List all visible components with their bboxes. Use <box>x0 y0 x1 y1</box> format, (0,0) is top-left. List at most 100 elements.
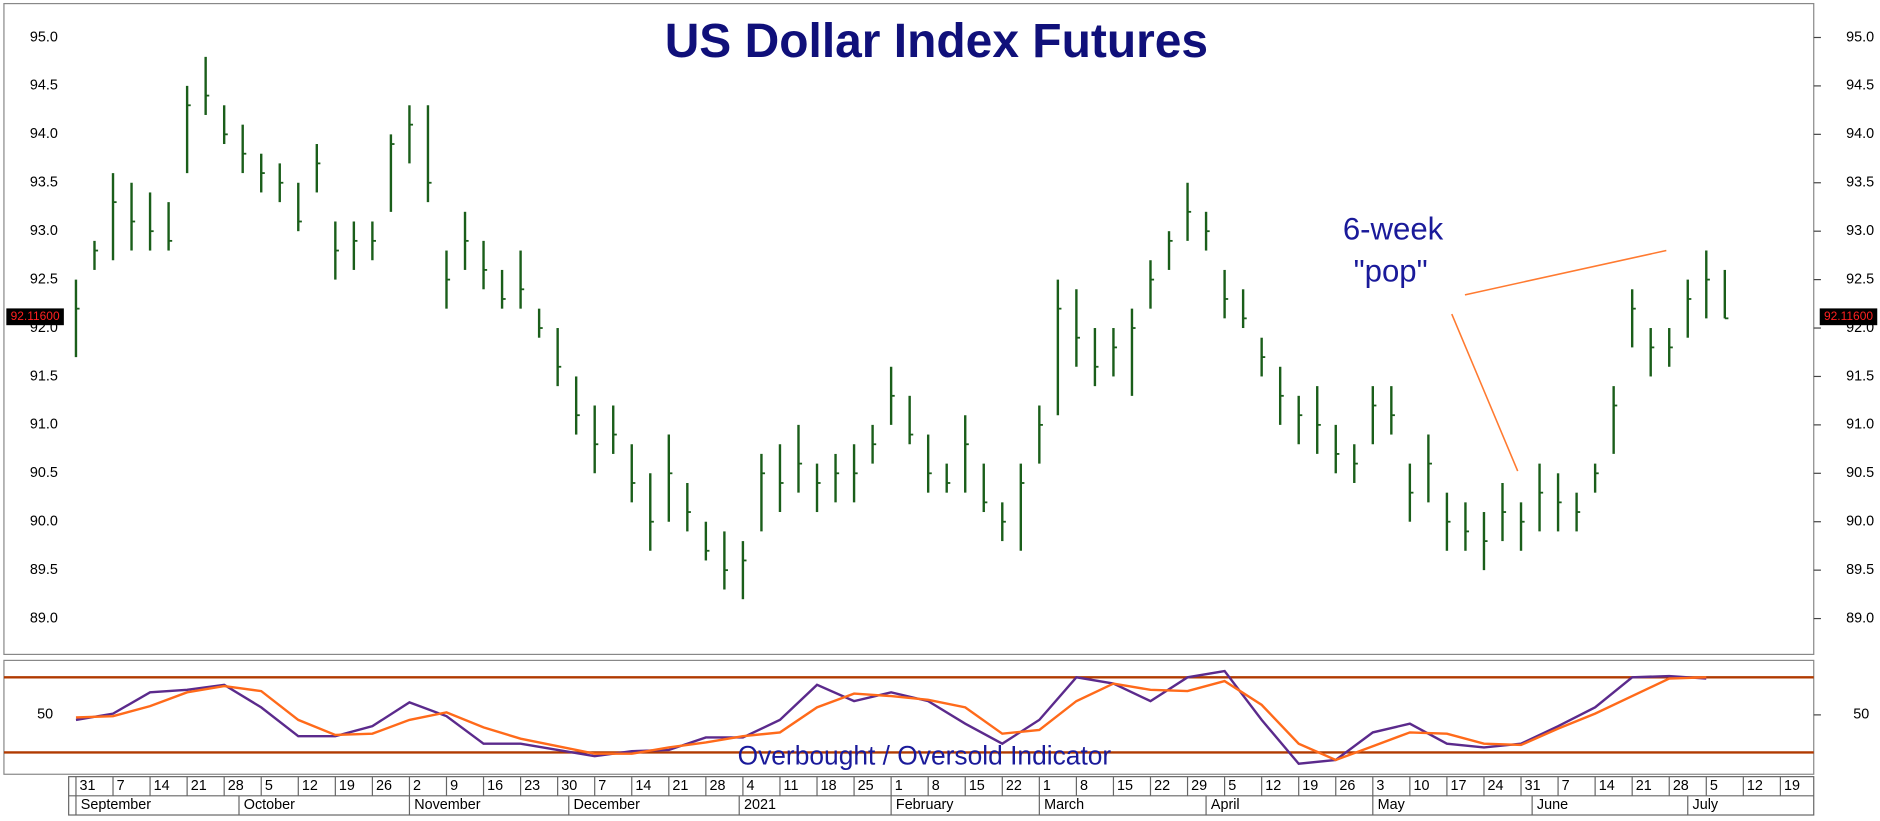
y-tick-label: 89.0 <box>1846 610 1874 626</box>
y-tick-label: 92.5 <box>1846 271 1874 287</box>
x-tick-label: 9 <box>450 778 458 794</box>
x-tick-label: 7 <box>117 778 125 794</box>
x-tick-label: 5 <box>1228 778 1236 794</box>
x-tick-label: 18 <box>821 778 837 794</box>
month-label: December <box>574 797 641 813</box>
x-tick-label: 26 <box>376 778 392 794</box>
x-tick-label: 7 <box>1562 778 1570 794</box>
month-label: May <box>1378 797 1406 813</box>
x-tick-label: 19 <box>339 778 355 794</box>
indicator-line <box>75 676 1707 762</box>
x-tick-label: 16 <box>487 778 503 794</box>
month-label: March <box>1044 797 1084 813</box>
month-label: February <box>896 797 954 813</box>
x-tick-label: 12 <box>1747 778 1763 794</box>
x-tick-label: 8 <box>932 778 940 794</box>
y-tick-label: 50 <box>1853 707 1869 723</box>
x-tick-label: 12 <box>302 778 318 794</box>
x-tick-label: 17 <box>1451 778 1467 794</box>
y-tick-label: 89.0 <box>30 610 58 626</box>
x-tick-label: 8 <box>1080 778 1088 794</box>
x-tick-label: 28 <box>709 778 725 794</box>
y-tick-label: 92.5 <box>30 271 58 287</box>
y-tick-label: 90.0 <box>30 514 58 530</box>
x-tick-label: 5 <box>1710 778 1718 794</box>
last-price-box <box>1819 308 1878 326</box>
x-tick-label: 2 <box>413 778 421 794</box>
indicator-line <box>75 669 1707 765</box>
y-tick-label: 94.5 <box>30 78 58 94</box>
y-tick-label: 89.5 <box>1846 562 1874 578</box>
x-tick-label: 29 <box>1191 778 1207 794</box>
month-label: July <box>1693 797 1719 813</box>
y-tick-label: 91.0 <box>1846 417 1874 433</box>
x-tick-label: 4 <box>747 778 755 794</box>
y-tick-label: 93.5 <box>1846 175 1874 191</box>
x-tick-label: 23 <box>524 778 540 794</box>
x-tick-label: 28 <box>1673 778 1689 794</box>
x-tick-label: 19 <box>1784 778 1800 794</box>
x-tick-label: 12 <box>1265 778 1281 794</box>
x-tick-label: 11 <box>784 778 799 794</box>
x-tick-label: 15 <box>969 778 985 794</box>
x-tick-label: 31 <box>1525 778 1541 794</box>
x-tick-label: 21 <box>672 778 688 794</box>
month-label: September <box>81 797 152 813</box>
y-tick-label: 93.5 <box>30 175 58 191</box>
x-tick-label: 14 <box>154 778 170 794</box>
month-label: October <box>244 797 295 813</box>
x-tick-label: 22 <box>1006 778 1022 794</box>
x-tick-label: 14 <box>635 778 651 794</box>
month-label: November <box>414 797 481 813</box>
annotation-arrow <box>1451 313 1519 472</box>
x-tick-label: 10 <box>1413 778 1429 794</box>
y-tick-label: 89.5 <box>30 562 58 578</box>
y-tick-label: 94.0 <box>30 126 58 142</box>
month-label: June <box>1537 797 1568 813</box>
y-tick-label: 91.5 <box>30 368 58 384</box>
x-tick-label: 7 <box>598 778 606 794</box>
x-tick-label: 24 <box>1488 778 1504 794</box>
x-tick-label: 26 <box>1339 778 1355 794</box>
month-label: 2021 <box>744 797 776 813</box>
price-panel <box>3 2 1815 656</box>
y-tick-label: 95.0 <box>30 29 58 45</box>
month-label: April <box>1211 797 1240 813</box>
y-tick-label: 91.5 <box>1846 368 1874 384</box>
y-tick-label: 90.5 <box>1846 465 1874 481</box>
annotation-arrow <box>1464 249 1667 296</box>
x-tick-label: 1 <box>895 778 903 794</box>
y-tick-label: 95.0 <box>1846 29 1874 45</box>
annotation: 6-week <box>1343 212 1444 247</box>
indicator-title: Overbought / Oversold Indicator <box>738 740 1112 770</box>
y-tick-label: 90.5 <box>30 465 58 481</box>
x-tick-label: 31 <box>80 778 96 794</box>
x-tick-label: 21 <box>191 778 207 794</box>
x-tick-label: 15 <box>1117 778 1133 794</box>
x-tick-label: 3 <box>1376 778 1384 794</box>
x-tick-label: 19 <box>1302 778 1318 794</box>
annotation: "pop" <box>1354 254 1428 289</box>
indicator-panel <box>3 659 1815 775</box>
x-tick-label: 28 <box>228 778 244 794</box>
y-tick-label: 50 <box>37 707 53 723</box>
last-price-box <box>6 308 64 326</box>
y-tick-label: 91.0 <box>30 417 58 433</box>
y-tick-label: 94.5 <box>1846 78 1874 94</box>
y-tick-label: 93.0 <box>1846 223 1874 239</box>
y-tick-label: 90.0 <box>1846 514 1874 530</box>
x-tick-label: 1 <box>1043 778 1051 794</box>
y-tick-label: 93.0 <box>30 223 58 239</box>
x-tick-label: 14 <box>1599 778 1615 794</box>
x-tick-label: 22 <box>1154 778 1170 794</box>
last-price-label: 92.11600 <box>1824 309 1873 323</box>
x-tick-label: 5 <box>265 778 273 794</box>
x-tick-label: 30 <box>561 778 577 794</box>
last-price-label: 92.11600 <box>11 309 60 323</box>
x-tick-label: 21 <box>1636 778 1652 794</box>
chart-title: US Dollar Index Futures <box>665 15 1208 68</box>
y-tick-label: 94.0 <box>1846 126 1874 142</box>
x-tick-label: 25 <box>858 778 874 794</box>
